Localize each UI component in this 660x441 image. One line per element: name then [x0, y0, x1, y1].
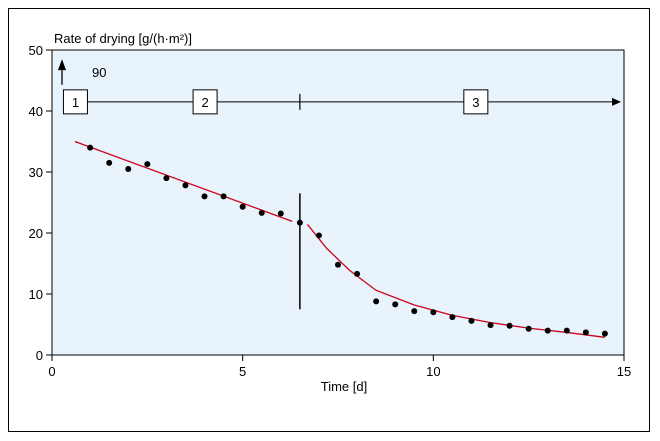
data-point: [430, 309, 437, 316]
x-axis-title: Time [d]: [321, 379, 367, 394]
y-tick-label: 50: [29, 43, 43, 58]
off-scale-arrow-head: [58, 59, 66, 71]
data-point: [544, 327, 551, 334]
data-point: [258, 209, 265, 216]
phase-box: [62, 89, 88, 115]
data-point: [182, 182, 189, 189]
phase-label: 2: [201, 95, 208, 110]
y-tick-label: 0: [36, 348, 43, 363]
plot-background: [52, 50, 624, 355]
y-tick-label: 10: [29, 287, 43, 302]
fit-line: [74, 140, 293, 223]
data-point: [277, 210, 284, 217]
x-tick-label: 0: [48, 364, 55, 379]
data-point: [144, 161, 151, 168]
data-point: [582, 329, 589, 336]
phase-arrow-head: [612, 97, 621, 106]
y-axis-title: Rate of drying [g/(h·m²)]: [54, 31, 192, 46]
x-tick-label: 5: [239, 364, 246, 379]
data-point: [449, 314, 456, 321]
data-point: [220, 193, 227, 200]
data-point: [601, 330, 608, 337]
data-point: [335, 261, 341, 268]
y-tick-label: 40: [29, 104, 43, 119]
x-tick-label: 15: [617, 364, 631, 379]
off-scale-value-label: 90: [92, 65, 106, 80]
data-point: [525, 325, 532, 332]
data-point: [125, 165, 132, 172]
data-point: [87, 144, 94, 151]
plot-border: [51, 49, 625, 356]
phase-label: 3: [472, 95, 479, 110]
data-point: [239, 203, 246, 210]
data-point: [392, 301, 399, 308]
data-point: [373, 298, 380, 305]
data-point: [563, 327, 570, 334]
data-point: [411, 308, 418, 315]
phase-box: [192, 89, 218, 115]
phase-annotations: 1 2 3: [58, 59, 621, 310]
data-point: [201, 193, 208, 200]
data-point: [468, 317, 475, 324]
data-point: [296, 219, 303, 226]
data-point: [106, 159, 113, 166]
x-tick-label: 10: [426, 364, 440, 379]
data-points: [87, 144, 608, 337]
y-tick-label: 20: [29, 226, 43, 241]
data-point: [354, 270, 361, 277]
phase-label: 1: [72, 95, 79, 110]
phase-box: [463, 89, 489, 115]
data-point: [506, 322, 513, 329]
axes: 0 10 20 30 40 50 0 5 10 15: [29, 43, 632, 379]
data-point: [315, 232, 322, 239]
data-point: [163, 175, 170, 182]
y-tick-label: 30: [29, 165, 43, 180]
data-point: [487, 322, 494, 329]
